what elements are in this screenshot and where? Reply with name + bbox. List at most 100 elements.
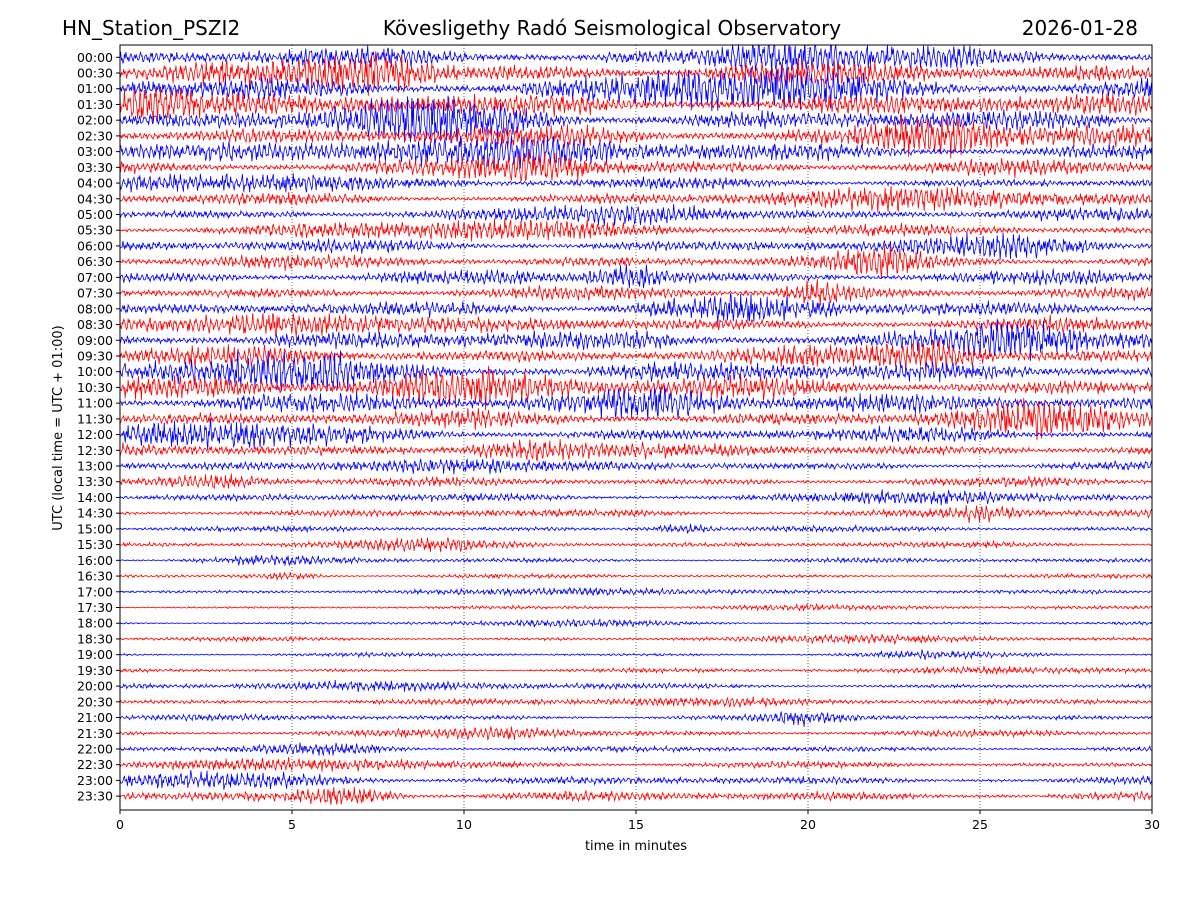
y-tick-label: 22:00 (77, 741, 113, 756)
y-tick-label: 20:30 (77, 694, 113, 709)
trace-row-1200 (120, 418, 1152, 451)
trace-row-1630 (120, 572, 1152, 582)
x-tick-label: 20 (800, 817, 816, 832)
trace-row-1830 (120, 633, 1152, 645)
trace-row-2230 (120, 756, 1152, 772)
y-tick-label: 00:30 (77, 66, 113, 81)
trace-row-2300 (120, 769, 1152, 790)
x-tick-label: 30 (1144, 817, 1160, 832)
y-tick-label: 19:30 (77, 663, 113, 678)
trace-row-2100 (120, 711, 1152, 727)
y-tick-label: 17:30 (77, 600, 113, 615)
observatory-title: Kövesligethy Radó Seismological Observat… (383, 16, 841, 40)
trace-row-0600 (120, 232, 1152, 260)
y-tick-label: 02:00 (77, 113, 113, 128)
y-tick-label: 12:00 (77, 427, 113, 442)
y-tick-label: 08:30 (77, 317, 113, 332)
trace-row-0200 (120, 95, 1152, 144)
trace-row-1330 (120, 473, 1152, 490)
trace-row-1300 (120, 458, 1152, 475)
y-tick-label: 19:00 (77, 647, 113, 662)
trace-row-0630 (120, 245, 1152, 279)
y-tick-label: 06:30 (77, 254, 113, 269)
y-tick-label: 03:00 (77, 144, 113, 159)
trace-row-0830 (120, 312, 1152, 337)
y-tick-label: 06:00 (77, 238, 113, 253)
y-tick-label: 20:00 (77, 679, 113, 694)
trace-row-0930 (120, 338, 1152, 373)
y-tick-label: 01:30 (77, 97, 113, 112)
trace-row-0400 (120, 172, 1152, 193)
trace-row-2000 (120, 679, 1152, 693)
y-tick-label: 05:30 (77, 223, 113, 238)
y-tick-label: 04:30 (77, 191, 113, 206)
x-tick-label: 5 (288, 817, 296, 832)
y-tick-label: 09:00 (77, 333, 113, 348)
trace-row-1430 (120, 504, 1152, 523)
trace-row-0230 (120, 114, 1152, 159)
trace-row-1400 (120, 489, 1152, 506)
y-tick-label: 13:00 (77, 459, 113, 474)
y-tick-label: 00:00 (77, 50, 113, 65)
y-tick-label: 16:30 (77, 569, 113, 584)
y-tick-label: 14:30 (77, 506, 113, 521)
y-tick-label: 18:00 (77, 616, 113, 631)
y-tick-label: 17:00 (77, 584, 113, 599)
x-tick-label: 0 (116, 817, 124, 832)
trace-row-1000 (120, 350, 1152, 392)
seismic-traces (120, 45, 1152, 805)
y-tick-label: 21:00 (77, 710, 113, 725)
trace-row-1800 (120, 618, 1152, 629)
y-tick-label: 07:30 (77, 286, 113, 301)
y-tick-label: 21:30 (77, 726, 113, 741)
y-axis-label: UTC (local time = UTC + 01:00) (51, 325, 66, 530)
trace-row-2130 (120, 726, 1152, 741)
x-axis-label: time in minutes (585, 839, 687, 854)
y-tick-label: 11:30 (77, 411, 113, 426)
y-tick-label: 23:00 (77, 773, 113, 788)
trace-row-0730 (120, 278, 1152, 306)
x-axis-ticks: 0 5 10 15 20 25 30 (116, 810, 1160, 832)
trace-row-0800 (120, 292, 1152, 324)
trace-row-1500 (120, 523, 1152, 534)
trace-row-0300 (120, 135, 1152, 169)
trace-row-1230 (120, 439, 1152, 462)
y-tick-label: 05:00 (77, 207, 113, 222)
y-tick-label: 13:30 (77, 474, 113, 489)
y-tick-label: 23:30 (77, 789, 113, 804)
y-tick-label: 15:00 (77, 521, 113, 536)
y-tick-label: 22:30 (77, 757, 113, 772)
y-tick-label: 09:30 (77, 348, 113, 363)
trace-row-1100 (120, 386, 1152, 421)
trace-row-0000 (120, 45, 1152, 78)
trace-row-0100 (120, 63, 1152, 112)
trace-row-0700 (120, 264, 1152, 289)
trace-row-1530 (120, 536, 1152, 553)
y-tick-label: 18:30 (77, 631, 113, 646)
trace-row-1030 (120, 365, 1152, 411)
y-tick-label: 04:00 (77, 176, 113, 191)
x-tick-label: 25 (972, 817, 988, 832)
trace-row-1930 (120, 665, 1152, 676)
trace-row-0130 (120, 87, 1152, 124)
trace-row-0030 (120, 51, 1152, 96)
y-tick-label: 01:00 (77, 81, 113, 96)
y-tick-label: 10:00 (77, 364, 113, 379)
trace-row-1600 (120, 554, 1152, 567)
trace-row-2330 (120, 786, 1152, 805)
y-tick-label: 16:00 (77, 553, 113, 568)
x-tick-label: 15 (628, 817, 644, 832)
x-tick-label: 10 (456, 817, 472, 832)
y-axis-ticks: 00:0000:3001:0001:3002:0002:3003:0003:30… (77, 50, 120, 804)
y-tick-label: 11:00 (77, 396, 113, 411)
trace-row-0530 (120, 218, 1152, 242)
y-tick-label: 03:30 (77, 160, 113, 175)
trace-row-2200 (120, 742, 1152, 757)
y-tick-label: 08:00 (77, 301, 113, 316)
y-tick-label: 12:30 (77, 443, 113, 458)
trace-row-0500 (120, 204, 1152, 226)
y-tick-label: 07:00 (77, 270, 113, 285)
trace-row-1130 (120, 397, 1152, 441)
y-tick-label: 10:30 (77, 380, 113, 395)
